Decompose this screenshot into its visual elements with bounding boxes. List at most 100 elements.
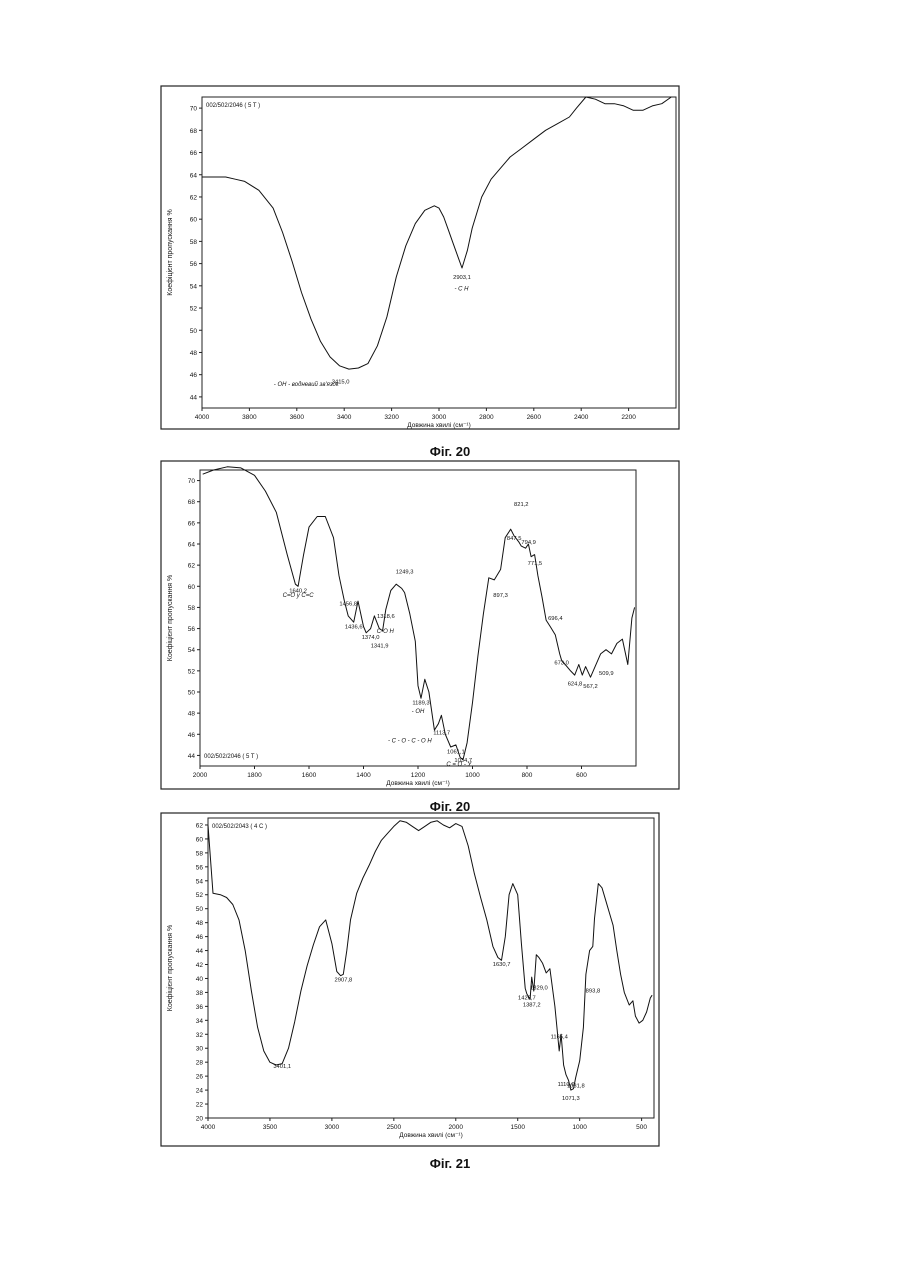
peak-label: 1249,3: [396, 570, 414, 576]
ir-spectrum-chart: 4446485052545658606264666870200018001600…: [160, 460, 680, 790]
y-tick-label: 68: [188, 499, 196, 506]
x-axis-label: Довжина хвилі (см⁻¹): [399, 1131, 462, 1139]
y-tick-label: 62: [190, 194, 198, 201]
y-tick-label: 58: [188, 605, 196, 612]
y-tick-label: 26: [196, 1074, 204, 1081]
y-tick-label: 56: [188, 626, 196, 633]
peak-label: 1061,1: [447, 749, 465, 755]
y-axis-label: Коефіцієнт пропускання %: [166, 575, 174, 661]
x-tick-label: 3000: [432, 414, 447, 421]
y-axis-label: Коефіцієнт пропускання %: [166, 925, 174, 1011]
spectrum-line: [202, 97, 671, 369]
y-tick-label: 64: [190, 172, 198, 179]
peak-label: 794,9: [521, 540, 536, 546]
x-axis-label: Довжина хвилі (см⁻¹): [386, 779, 449, 787]
x-tick-label: 4000: [201, 1124, 216, 1131]
peak-label: 821,2: [514, 502, 529, 508]
y-tick-label: 50: [196, 906, 204, 913]
peak-label: 1189,3: [412, 701, 429, 707]
x-tick-label: 1400: [356, 772, 371, 779]
chart-panel-3: 2022242628303234363840424446485052545658…: [160, 812, 680, 1147]
y-tick-label: 58: [196, 850, 204, 857]
x-tick-label: 3200: [384, 414, 399, 421]
x-tick-label: 2200: [621, 414, 636, 421]
band-annotation: - С - О - С - О Н: [388, 739, 432, 745]
y-tick-label: 46: [196, 934, 204, 941]
y-tick-label: 22: [196, 1102, 204, 1109]
chart-frame: [161, 86, 679, 429]
sample-id-label: 002/502/2046 ( 5 T ): [206, 103, 260, 109]
y-tick-label: 70: [188, 478, 196, 485]
x-tick-label: 2000: [193, 772, 208, 779]
x-tick-label: 1200: [411, 772, 426, 779]
y-tick-label: 48: [196, 920, 204, 927]
peak-label: 1110,6: [558, 1082, 575, 1088]
y-tick-label: 56: [190, 261, 198, 268]
peak-label: 567,2: [583, 684, 598, 690]
figure-caption: Фіг. 20: [0, 444, 900, 459]
peak-label: 624,8: [568, 682, 583, 688]
y-tick-label: 54: [190, 283, 198, 290]
y-tick-label: 54: [196, 878, 204, 885]
peak-label: 1071,3: [562, 1096, 580, 1102]
y-tick-label: 50: [188, 690, 196, 697]
x-tick-label: 800: [522, 772, 533, 779]
chart-panel-1: 4446485052545658606264666870400038003600…: [160, 85, 680, 430]
y-tick-label: 60: [188, 584, 196, 591]
y-tick-label: 62: [188, 563, 196, 570]
x-tick-label: 1500: [510, 1124, 525, 1131]
y-tick-label: 70: [190, 106, 198, 113]
y-tick-label: 44: [188, 753, 196, 760]
x-tick-label: 2500: [387, 1124, 402, 1131]
figure-caption: Фіг. 21: [0, 1156, 900, 1171]
y-tick-label: 52: [196, 892, 204, 899]
peak-label: 3401,1: [273, 1064, 291, 1070]
peak-label: 1113,7: [433, 730, 450, 736]
y-tick-label: 20: [196, 1116, 204, 1123]
y-tick-label: 52: [190, 306, 198, 313]
peak-label: 1318,6: [377, 614, 395, 620]
y-tick-label: 46: [190, 372, 198, 379]
y-tick-label: 56: [196, 864, 204, 871]
band-annotation: С = О - У: [446, 762, 472, 768]
y-tick-label: 58: [190, 239, 198, 246]
band-annotation: С-О Н: [377, 629, 395, 635]
peak-label: 1329,0: [530, 986, 548, 992]
band-annotation: - ОН: [412, 709, 425, 715]
y-tick-label: 62: [196, 822, 204, 829]
x-tick-label: 3500: [263, 1124, 278, 1131]
y-tick-label: 60: [190, 217, 198, 224]
band-annotation: С=О у С=С: [283, 593, 315, 599]
peak-label: 771,5: [528, 561, 543, 567]
y-tick-label: 32: [196, 1032, 204, 1039]
peak-label: 1165,4: [551, 1034, 569, 1040]
x-tick-label: 1800: [247, 772, 262, 779]
x-tick-label: 2800: [479, 414, 494, 421]
y-tick-label: 40: [196, 976, 204, 983]
sample-id-label: 002/502/2043 ( 4 C ): [212, 824, 267, 830]
plot-area: [202, 97, 676, 408]
y-tick-label: 68: [190, 128, 198, 135]
peak-label: 1630,7: [493, 962, 511, 968]
y-tick-label: 24: [196, 1088, 204, 1095]
peak-label: 673,0: [554, 661, 569, 667]
peak-label: 897,3: [493, 593, 508, 599]
peak-label: 1456,8: [339, 601, 357, 607]
y-tick-label: 66: [190, 150, 198, 157]
x-tick-label: 1000: [465, 772, 480, 779]
peak-label: 1374,0: [362, 635, 380, 641]
peak-label: 2907,8: [335, 977, 353, 983]
y-tick-label: 52: [188, 668, 196, 675]
y-tick-label: 28: [196, 1060, 204, 1067]
sample-id-label: 002/502/2046 ( 5 T ): [204, 754, 258, 760]
peak-label: 2903,1: [453, 275, 471, 281]
x-tick-label: 600: [576, 772, 587, 779]
spectrum-line: [203, 467, 635, 760]
x-tick-label: 3800: [242, 414, 257, 421]
x-tick-label: 2600: [527, 414, 542, 421]
x-tick-label: 500: [636, 1124, 647, 1131]
peak-label: 1387,2: [523, 1002, 541, 1008]
x-tick-label: 3000: [325, 1124, 340, 1131]
peak-label: 893,8: [586, 988, 601, 994]
spectrum-line: [208, 821, 652, 1090]
